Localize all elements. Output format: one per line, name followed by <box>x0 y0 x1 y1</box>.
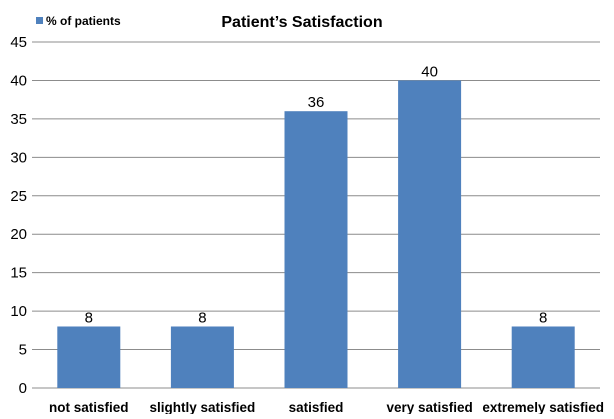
x-tick-label: not satisfied <box>49 400 129 414</box>
y-tick-label: 25 <box>10 188 27 205</box>
data-labels: 8 8 36 40 8 <box>85 63 548 326</box>
y-tick-label: 15 <box>10 265 27 282</box>
data-label: 40 <box>421 63 438 80</box>
x-tick-label: slightly satisfied <box>150 400 256 414</box>
x-axis-ticks: not satisfied slightly satisfied satisfied… <box>49 400 604 415</box>
y-tick-label: 35 <box>10 111 27 128</box>
data-label: 8 <box>85 309 93 326</box>
bar-extremely-satisfied <box>511 326 575 388</box>
y-tick-label: 10 <box>10 303 27 320</box>
bars <box>57 80 575 388</box>
x-tick-label: extremely satisfied <box>482 400 604 414</box>
data-label: 8 <box>198 309 206 326</box>
bar-not-satisfied <box>57 326 121 388</box>
bar-satisfied <box>284 111 348 388</box>
y-tick-label: 5 <box>19 342 27 359</box>
y-tick-label: 45 <box>10 34 27 51</box>
data-label: 36 <box>308 94 325 111</box>
data-label: 8 <box>539 309 547 326</box>
x-tick-label: satisfied <box>289 400 344 414</box>
y-tick-label: 40 <box>10 72 27 89</box>
bar-slightly-satisfied <box>170 326 234 388</box>
y-axis-ticks: 0 5 10 15 20 25 30 35 40 45 <box>10 34 27 397</box>
legend: % of patients <box>36 14 121 28</box>
y-tick-label: 20 <box>10 226 27 243</box>
bar-very-satisfied <box>398 80 462 388</box>
chart-title: Patient’s Satisfaction <box>221 14 382 31</box>
y-tick-label: 30 <box>10 149 27 166</box>
legend-label: % of patients <box>46 14 121 28</box>
y-tick-label: 0 <box>19 380 27 397</box>
legend-swatch <box>36 17 43 24</box>
x-tick-label: very satisfied <box>386 400 472 414</box>
